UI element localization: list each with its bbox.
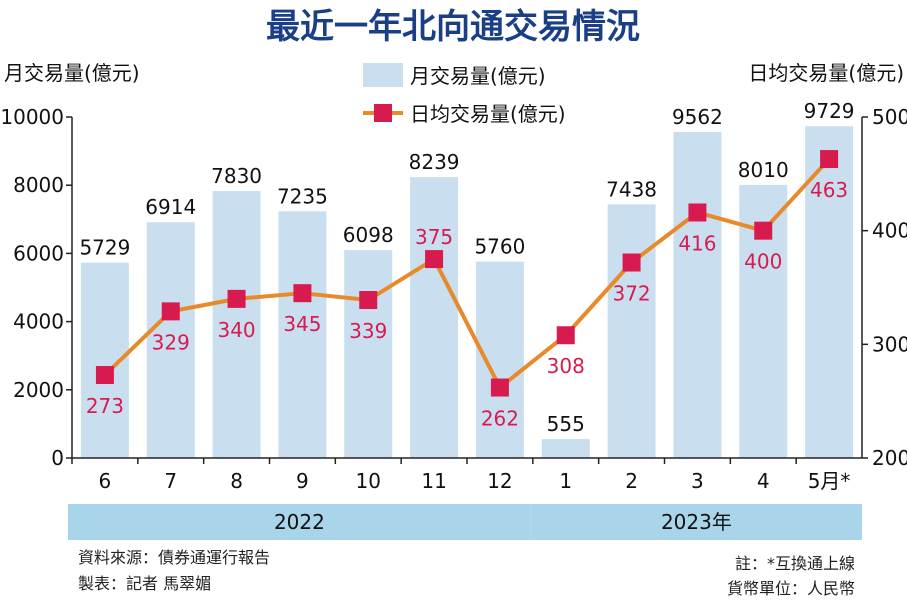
- line-marker-9: [293, 284, 312, 303]
- left-tick-label: 10000: [0, 105, 64, 129]
- left-axis-title: 月交易量(億元): [4, 61, 140, 85]
- legend-bar-swatch: [363, 63, 403, 87]
- line-value-label: 262: [481, 407, 519, 431]
- x-tick-label: 6: [99, 469, 112, 493]
- line-marker-10: [359, 291, 378, 310]
- year-band-2023年: [530, 504, 862, 540]
- footer-unit: 貨幣單位：人民幣: [727, 579, 855, 598]
- chart-title: 最近一年北向通交易情況: [266, 7, 640, 47]
- x-tick-label: 9: [296, 469, 309, 493]
- line-value-label: 339: [349, 319, 387, 343]
- line-value-label: 372: [612, 281, 650, 305]
- footer-note: 註：*互換通上線: [735, 554, 855, 573]
- bar-value-label: 6914: [145, 195, 196, 219]
- right-tick-label: 200: [872, 446, 907, 470]
- left-tick-label: 0: [51, 446, 64, 470]
- legend-bar-label: 月交易量(億元): [410, 64, 546, 88]
- bar-value-label: 7830: [211, 164, 262, 188]
- line-value-label: 340: [217, 318, 255, 342]
- year-label: 2022: [274, 510, 325, 534]
- bar-3: [673, 131, 722, 459]
- right-tick-label: 300: [872, 332, 907, 356]
- legend-line-label: 日均交易量(億元): [410, 102, 566, 126]
- bar-value-label: 5760: [474, 235, 525, 259]
- left-tick-label: 4000: [13, 310, 64, 334]
- x-tick-label: 8: [230, 469, 243, 493]
- right-tick-label: 400: [872, 219, 907, 243]
- line-marker-2: [622, 253, 641, 272]
- bar-value-label: 7438: [606, 177, 657, 201]
- left-tick-label: 8000: [13, 173, 64, 197]
- line-value-label: 308: [547, 354, 585, 378]
- line-marker-8: [227, 289, 246, 308]
- bar-value-label: 7235: [277, 184, 328, 208]
- footer-source: 資料來源：債券通運行報告: [78, 548, 270, 567]
- x-tick-label: 2: [625, 469, 638, 493]
- line-value-label: 329: [152, 330, 190, 354]
- x-tick-label: 1: [559, 469, 572, 493]
- line-marker-7: [161, 302, 180, 321]
- x-tick-label: 4: [757, 469, 770, 493]
- line-value-label: 273: [86, 394, 124, 418]
- x-tick-label: 3: [691, 469, 704, 493]
- bar-value-label: 9562: [672, 105, 723, 129]
- line-marker-5月*: [820, 150, 839, 169]
- bar-9: [278, 211, 327, 458]
- line-marker-1: [556, 326, 575, 345]
- x-tick-label: 10: [356, 469, 381, 493]
- line-marker-4: [754, 221, 773, 240]
- bar-value-label: 555: [547, 412, 585, 436]
- x-tick-label: 12: [487, 469, 512, 493]
- bar-8: [212, 190, 261, 458]
- left-tick-label: 2000: [13, 378, 64, 402]
- bar-value-label: 9729: [804, 99, 855, 123]
- bar-7: [146, 222, 195, 458]
- year-band-2022: [68, 504, 531, 540]
- daily-volume-line: [103, 157, 831, 390]
- bar-1: [541, 439, 590, 458]
- bar-value-label: 8239: [409, 150, 460, 174]
- line-marker-12: [490, 378, 509, 397]
- legend-line-marker: [374, 104, 392, 122]
- right-tick-label: 500: [872, 105, 907, 129]
- line-value-label: 345: [283, 312, 321, 336]
- x-tick-label: 7: [164, 469, 177, 493]
- bar-value-label: 8010: [738, 158, 789, 182]
- line-marker-3: [688, 203, 707, 222]
- line-marker-6: [95, 366, 114, 385]
- left-tick-label: 6000: [13, 241, 64, 265]
- line-value-label: 400: [744, 250, 782, 274]
- legend: 月交易量(億元) 日均交易量(億元): [363, 63, 566, 126]
- bar-11: [410, 177, 459, 458]
- bar-10: [344, 250, 393, 458]
- bar-2: [607, 204, 656, 458]
- right-axis-title: 日均交易量(億元): [748, 61, 904, 85]
- bar-5月*: [805, 126, 854, 459]
- year-label: 2023年: [661, 510, 732, 534]
- bar-value-label: 5729: [79, 236, 130, 260]
- footer-maker: 製表：記者 馬翠媚: [78, 574, 211, 593]
- line-marker-11: [425, 250, 444, 269]
- line-value-label: 463: [810, 178, 848, 202]
- x-tick-label: 5月*: [808, 469, 851, 493]
- bar-value-label: 6098: [343, 223, 394, 247]
- line-value-label: 416: [678, 231, 716, 255]
- line-value-label: 375: [415, 225, 453, 249]
- x-tick-label: 11: [421, 469, 446, 493]
